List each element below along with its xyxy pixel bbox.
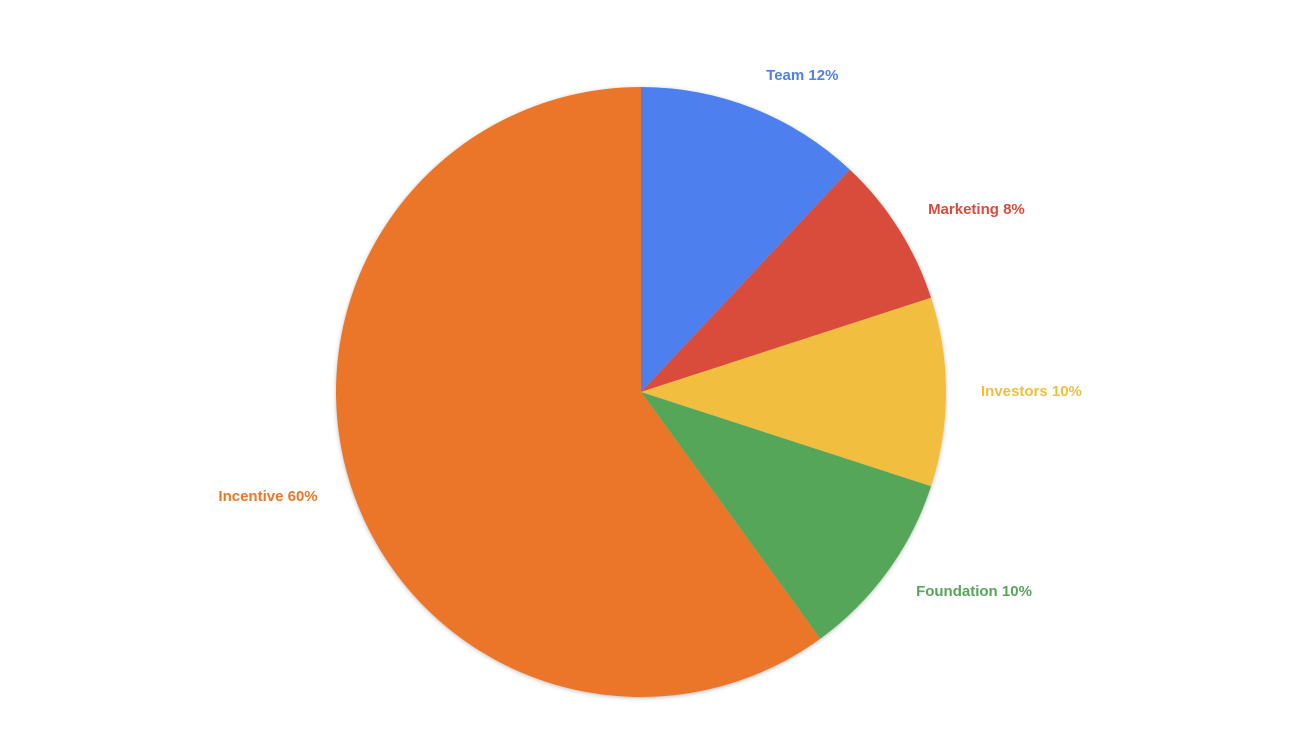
slice-label: Marketing 8% bbox=[928, 201, 1025, 218]
category-name: Team bbox=[766, 67, 804, 84]
category-name: Foundation bbox=[916, 583, 998, 600]
slice-label: Incentive 60% bbox=[218, 488, 317, 505]
pie-slice bbox=[641, 87, 850, 392]
category-name: Incentive bbox=[218, 488, 283, 505]
pie-slice bbox=[641, 169, 932, 392]
slice-label: Investors 10% bbox=[981, 383, 1082, 400]
value-label: 10% bbox=[1052, 383, 1082, 400]
pie-slice bbox=[335, 87, 821, 698]
slice-label: Team 12% bbox=[766, 67, 838, 84]
category-name: Marketing bbox=[928, 201, 999, 218]
pie-slice bbox=[641, 392, 932, 639]
pie-slice bbox=[641, 297, 946, 487]
category-name: Investors bbox=[981, 383, 1048, 400]
slice-label: Foundation 10% bbox=[916, 583, 1032, 600]
value-label: 10% bbox=[1002, 583, 1032, 600]
value-label: 12% bbox=[808, 67, 838, 84]
value-label: 60% bbox=[288, 488, 318, 505]
value-label: 8% bbox=[1003, 201, 1025, 218]
pie bbox=[335, 87, 946, 698]
